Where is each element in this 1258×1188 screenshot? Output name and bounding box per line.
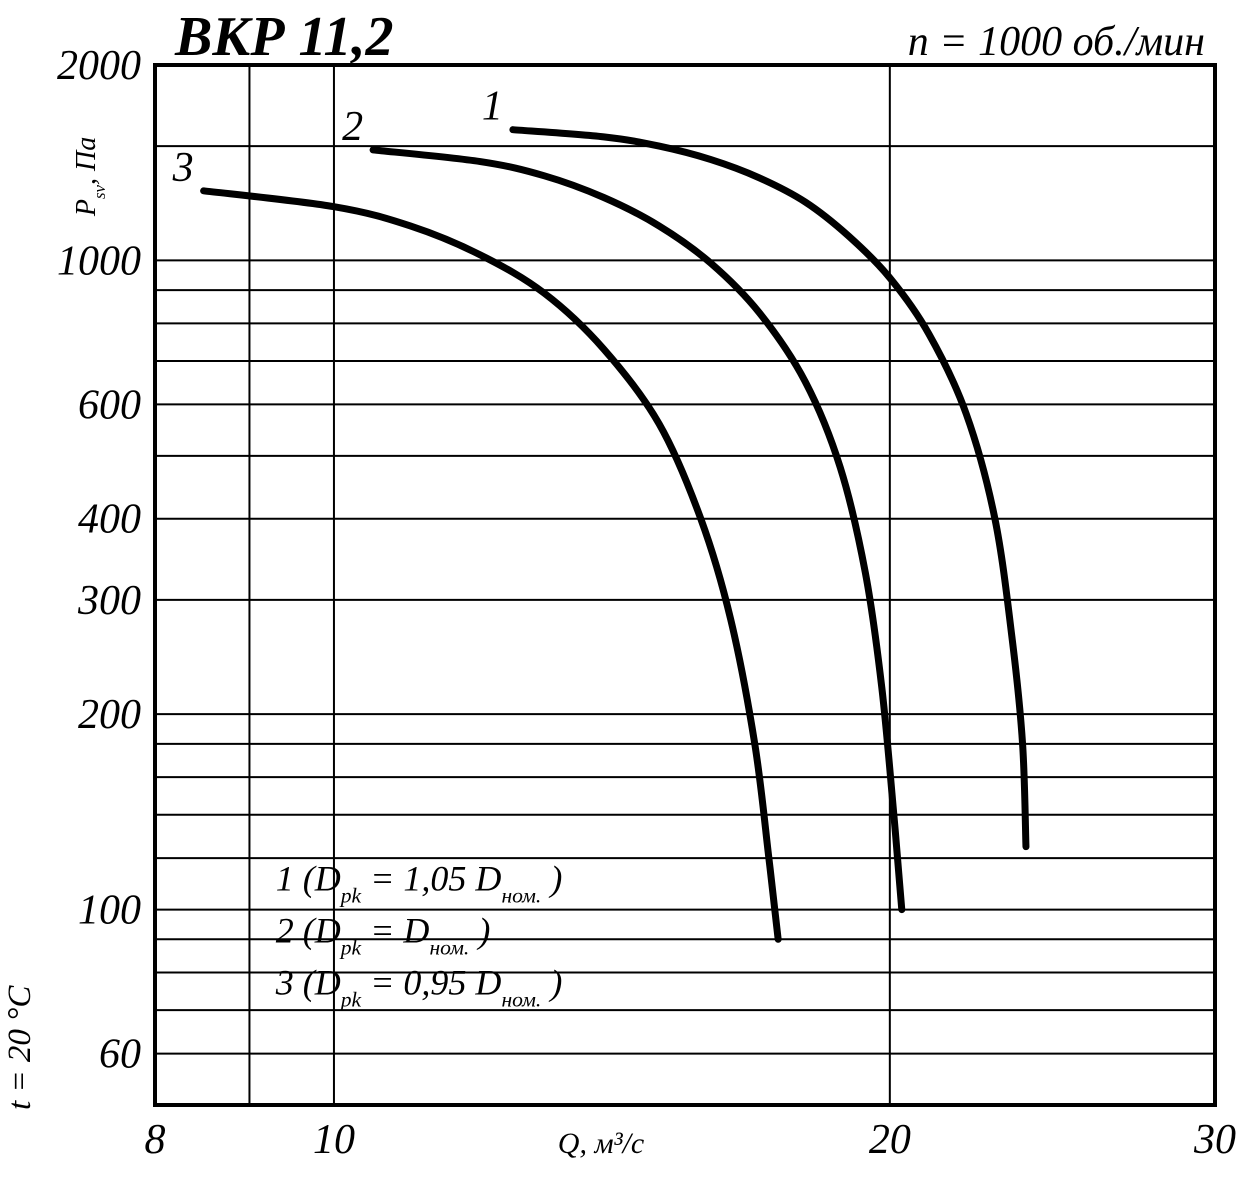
y-tick-label: 300 — [77, 578, 141, 624]
y-tick-label: 600 — [78, 382, 141, 428]
fan-curve-chart: ВКР 11,2 n = 1000 об./мин 8 10 20 30 Q, м³/с 60… — [0, 0, 1258, 1188]
y-tick-label: 200 — [78, 692, 141, 738]
y-tick-label: 2000 — [57, 43, 141, 89]
x-tick-label: 8 — [145, 1117, 166, 1163]
x-tick-label: 10 — [313, 1117, 355, 1163]
y-tick-label: 1000 — [57, 238, 141, 284]
chart-title: ВКР 11,2 — [174, 6, 393, 68]
y-tick-label: 100 — [78, 888, 141, 934]
side-label-temperature: t = 20 °C — [2, 985, 38, 1110]
x-tick-label: 30 — [1193, 1117, 1236, 1163]
x-tick-label: 20 — [869, 1117, 911, 1163]
curve-label-2: 2 — [342, 104, 363, 150]
chart-subtitle: n = 1000 об./мин — [908, 19, 1205, 65]
curve-label-3: 3 — [172, 145, 194, 191]
y-tick-label: 400 — [78, 497, 141, 543]
x-axis-label: Q, м³/с — [558, 1127, 644, 1160]
curve-label-1: 1 — [482, 84, 503, 130]
y-tick-label: 60 — [99, 1032, 141, 1078]
